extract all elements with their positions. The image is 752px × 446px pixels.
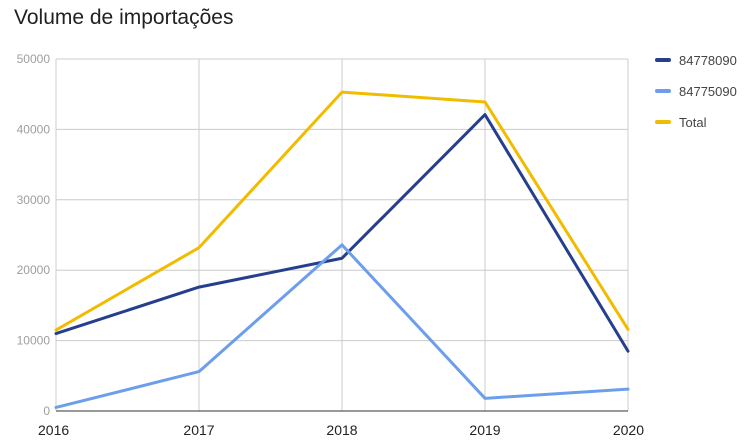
x-tick-label: 2016 <box>38 422 69 438</box>
legend-swatch-84778090 <box>655 58 671 62</box>
y-tick-label: 50000 <box>17 52 51 66</box>
series-line-84775090 <box>54 243 630 409</box>
series-line-84778090 <box>54 113 630 353</box>
axis-layer: 0 10000 20000 30000 40000 50000 2016 2017 2018 20… <box>17 52 645 438</box>
series-layer <box>54 90 630 409</box>
y-tick-label: 0 <box>43 404 50 418</box>
grid-layer <box>55 58 629 411</box>
x-tick-label: 2017 <box>183 422 214 438</box>
y-tick-label: 40000 <box>17 122 51 136</box>
y-tick-label: 30000 <box>17 193 51 207</box>
legend-item-84775090[interactable]: 84775090 <box>655 81 737 101</box>
legend-swatch-84775090 <box>655 89 671 93</box>
legend-label-84778090: 84778090 <box>679 52 737 68</box>
legend-label-84775090: 84775090 <box>679 83 737 99</box>
legend: 84778090 84775090 Total <box>655 50 737 143</box>
x-tick-label: 2020 <box>613 422 644 438</box>
chart-title: Volume de importações <box>14 6 234 29</box>
legend-label-total: Total <box>679 114 707 130</box>
legend-item-84778090[interactable]: 84778090 <box>655 50 737 70</box>
y-tick-label: 10000 <box>17 334 51 348</box>
legend-item-total[interactable]: Total <box>655 112 737 132</box>
series-line-total <box>54 90 630 332</box>
x-tick-label: 2018 <box>326 422 357 438</box>
y-tick-label: 20000 <box>17 263 51 277</box>
x-tick-label: 2019 <box>469 422 500 438</box>
legend-swatch-total <box>655 120 671 124</box>
